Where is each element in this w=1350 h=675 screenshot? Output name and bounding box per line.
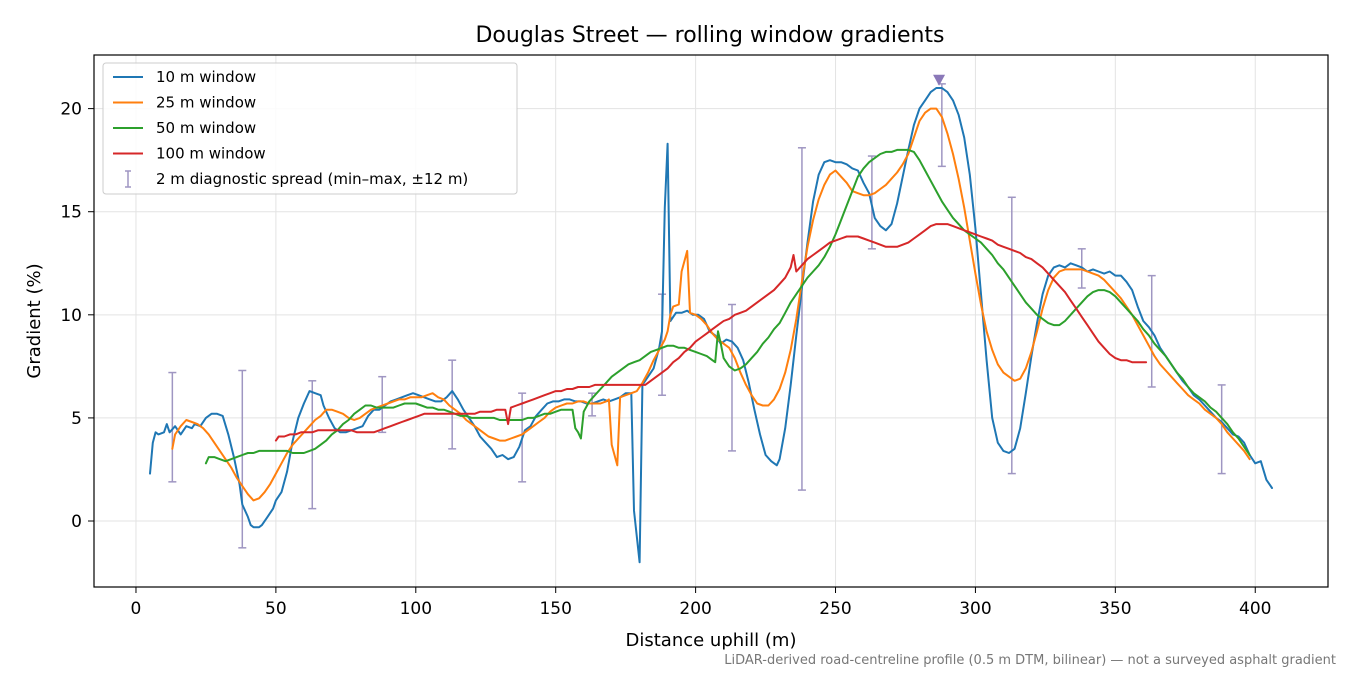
legend-box (102, 62, 518, 195)
y-axis-label: Gradient (%) (24, 263, 45, 378)
errorbar (168, 371, 177, 483)
x-tick-label: 50 (265, 599, 287, 619)
series-line-1 (149, 87, 1273, 564)
x-tick-label: 100 (400, 599, 432, 619)
y-tick-label: 15 (60, 203, 82, 223)
x-tick-label: 250 (819, 599, 851, 619)
y-tick-label: 5 (71, 409, 82, 429)
peak-markers (933, 74, 946, 86)
errorbar (727, 303, 736, 452)
x-tick-label: 400 (1239, 599, 1271, 619)
errorbar (1217, 384, 1226, 475)
x-tick-label: 150 (539, 599, 571, 619)
chart-title: Douglas Street — rolling window gradient… (475, 23, 944, 48)
footnote: LiDAR-derived road-centreline profile (0… (724, 653, 1336, 668)
errorbar (238, 369, 247, 549)
errorbars (168, 83, 1226, 549)
errorbar (797, 147, 806, 491)
x-tick-label: 350 (1099, 599, 1131, 619)
errorbar (448, 359, 457, 450)
y-tick-label: 10 (60, 306, 82, 326)
series-line-3 (204, 148, 1251, 465)
legend: 10 m window 25 m window 50 m window 100 m w… (102, 62, 518, 195)
series-line-2 (171, 107, 1251, 502)
legend-label: 25 m window (156, 94, 256, 112)
y-tick-label: 20 (60, 100, 82, 120)
legend-label: 10 m window (156, 68, 256, 86)
x-axis-label: Distance uphill (m) (626, 630, 797, 651)
x-tick-label: 0 (131, 599, 142, 619)
legend-label: 2 m diagnostic spread (min–max, ±12 m) (156, 170, 468, 188)
errorbar (1007, 196, 1016, 475)
legend-label: 50 m window (156, 119, 256, 137)
y-tick-label: 0 (71, 512, 82, 532)
x-tick-label: 200 (679, 599, 711, 619)
legend-label: 100 m window (156, 145, 266, 163)
series-line-4 (274, 223, 1148, 442)
legend-errorbar-swatch (125, 170, 131, 188)
y-axis-ticks: 0 5 10 15 20 (60, 100, 94, 532)
x-tick-label: 300 (959, 599, 991, 619)
series-lines (149, 87, 1273, 564)
peak-marker (933, 74, 946, 86)
plot-area-frame (93, 54, 1329, 588)
errorbar (308, 380, 317, 510)
x-axis-ticks: 0 50 100 150 200 250 300 350 400 (131, 587, 1271, 619)
